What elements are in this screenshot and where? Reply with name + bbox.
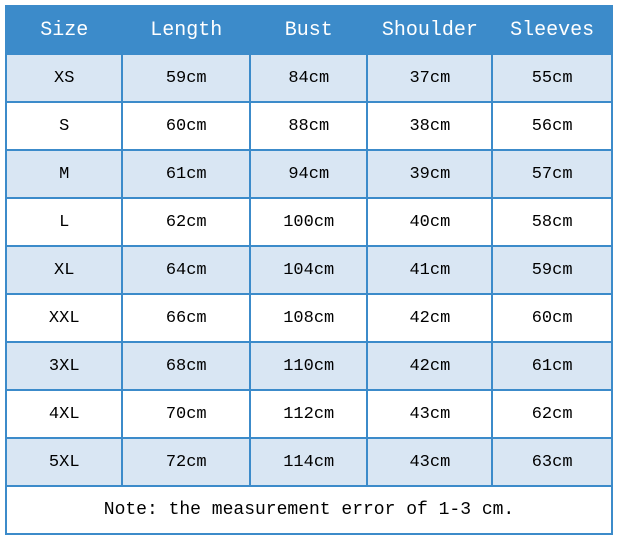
- table-row: XXL66cm108cm42cm60cm: [6, 294, 612, 342]
- col-header-size: Size: [6, 6, 122, 54]
- cell-value: 60cm: [122, 102, 250, 150]
- cell-value: 62cm: [122, 198, 250, 246]
- col-header-bust: Bust: [250, 6, 367, 54]
- cell-value: 94cm: [250, 150, 367, 198]
- cell-value: 64cm: [122, 246, 250, 294]
- cell-value: 39cm: [367, 150, 492, 198]
- note-text: Note: the measurement error of 1-3 cm.: [6, 486, 612, 534]
- table-row: XL64cm104cm41cm59cm: [6, 246, 612, 294]
- cell-value: 41cm: [367, 246, 492, 294]
- cell-value: 63cm: [492, 438, 612, 486]
- cell-value: 42cm: [367, 342, 492, 390]
- cell-size: L: [6, 198, 122, 246]
- cell-size: 3XL: [6, 342, 122, 390]
- cell-value: 104cm: [250, 246, 367, 294]
- header-row: Size Length Bust Shoulder Sleeves: [6, 6, 612, 54]
- cell-value: 110cm: [250, 342, 367, 390]
- cell-value: 59cm: [492, 246, 612, 294]
- cell-value: 114cm: [250, 438, 367, 486]
- cell-value: 40cm: [367, 198, 492, 246]
- cell-value: 43cm: [367, 438, 492, 486]
- cell-value: 100cm: [250, 198, 367, 246]
- cell-size: XS: [6, 54, 122, 102]
- table-row: 3XL68cm110cm42cm61cm: [6, 342, 612, 390]
- cell-value: 58cm: [492, 198, 612, 246]
- cell-size: 5XL: [6, 438, 122, 486]
- cell-value: 42cm: [367, 294, 492, 342]
- cell-size: S: [6, 102, 122, 150]
- cell-size: 4XL: [6, 390, 122, 438]
- cell-value: 88cm: [250, 102, 367, 150]
- col-header-length: Length: [122, 6, 250, 54]
- cell-value: 37cm: [367, 54, 492, 102]
- cell-value: 112cm: [250, 390, 367, 438]
- table-row: S60cm88cm38cm56cm: [6, 102, 612, 150]
- table-row: XS59cm84cm37cm55cm: [6, 54, 612, 102]
- cell-value: 66cm: [122, 294, 250, 342]
- cell-size: M: [6, 150, 122, 198]
- cell-value: 62cm: [492, 390, 612, 438]
- cell-value: 59cm: [122, 54, 250, 102]
- cell-value: 55cm: [492, 54, 612, 102]
- cell-value: 68cm: [122, 342, 250, 390]
- cell-value: 56cm: [492, 102, 612, 150]
- cell-value: 38cm: [367, 102, 492, 150]
- note-row: Note: the measurement error of 1-3 cm.: [6, 486, 612, 534]
- size-chart-table: Size Length Bust Shoulder Sleeves XS59cm…: [5, 5, 613, 535]
- col-header-shoulder: Shoulder: [367, 6, 492, 54]
- cell-value: 60cm: [492, 294, 612, 342]
- cell-size: XL: [6, 246, 122, 294]
- table-row: M61cm94cm39cm57cm: [6, 150, 612, 198]
- cell-value: 70cm: [122, 390, 250, 438]
- cell-value: 43cm: [367, 390, 492, 438]
- cell-value: 61cm: [122, 150, 250, 198]
- cell-value: 57cm: [492, 150, 612, 198]
- cell-value: 61cm: [492, 342, 612, 390]
- cell-value: 84cm: [250, 54, 367, 102]
- col-header-sleeves: Sleeves: [492, 6, 612, 54]
- table-row: 5XL72cm114cm43cm63cm: [6, 438, 612, 486]
- cell-value: 72cm: [122, 438, 250, 486]
- cell-size: XXL: [6, 294, 122, 342]
- table-row: 4XL70cm112cm43cm62cm: [6, 390, 612, 438]
- table-row: L62cm100cm40cm58cm: [6, 198, 612, 246]
- cell-value: 108cm: [250, 294, 367, 342]
- size-chart-body: XS59cm84cm37cm55cmS60cm88cm38cm56cmM61cm…: [6, 54, 612, 486]
